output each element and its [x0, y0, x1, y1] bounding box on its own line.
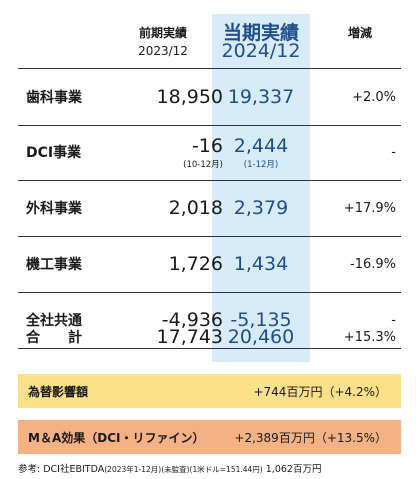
header-cur-period: 2024/12 [221, 40, 301, 62]
ma-effect-bar: M＆A効果（DCI・リファイン） +2,389百万円（+13.5%） [18, 420, 401, 454]
header-cur-label: 当期実績 [222, 22, 299, 44]
cur-value: 1,434 [233, 253, 289, 275]
header-prev-period: 2023/12 [138, 44, 188, 58]
segment-name: 全社共通 [26, 313, 82, 329]
ma-effect-value: +2,389百万円（+13.5%） [234, 430, 387, 445]
table-row-machinery: 機工事業 1,726 1,434 -16.9% [18, 236, 401, 293]
header-prev-label: 前期実績 [138, 26, 187, 40]
segment-name: 歯科事業 [26, 90, 82, 106]
table-row-total: 合 計 17,743 20,460 +15.3% [18, 309, 401, 365]
footnote-detail: (2023年1-12月)(未監査)(1米ドル=151.44円) [104, 465, 263, 474]
prev-value: 18,950 [156, 86, 223, 108]
table-row-surgical: 外科事業 2,018 2,379 +17.9% [18, 180, 401, 237]
fx-impact-label: 為替影響額 [28, 384, 89, 399]
prev-value: 1,726 [168, 253, 223, 275]
header-prev: 前期実績 2023/12 [118, 24, 208, 60]
table-row-dci: DCI事業 -16 (10-12月) 2,444 (1-12月) - [18, 124, 401, 181]
footnote: 参考: DCI社EBITDA(2023年1-12月)(未監査)(1米ドル=151… [18, 461, 321, 475]
cur-value: 20,460 [227, 326, 295, 348]
cur-value: 2,379 [233, 197, 289, 219]
cur-value: 2,444 [233, 134, 289, 157]
fx-impact-bar: 為替影響額 +744百万円（+4.2%） [18, 374, 401, 408]
segment-name: 機工事業 [26, 257, 82, 273]
cur-note: (1-12月) [243, 159, 279, 170]
header-cur: 当期実績 2024/12 [212, 22, 310, 62]
prev-note: (10-12月) [183, 159, 223, 170]
cur-cell: 2,444 (1-12月) [212, 124, 310, 180]
footnote-prefix: 参考: DCI社EBITDA [18, 464, 105, 475]
change-value: - [391, 144, 396, 160]
header-change-label: 増減 [347, 26, 372, 40]
change-value: +17.9% [343, 200, 396, 216]
current-period-highlight [212, 14, 310, 362]
prev-value: -4,936 [161, 309, 223, 331]
segment-name: 合 計 [26, 330, 82, 346]
prev-value: 17,743 [156, 326, 223, 348]
cur-value: 19,337 [227, 86, 295, 108]
prev-value: 2,018 [168, 197, 223, 219]
change-value: - [391, 312, 396, 328]
segment-name: DCI事業 [26, 145, 82, 161]
table-row-dental: 歯科事業 18,950 19,337 +2.0% [18, 68, 401, 126]
change-value: -16.9% [350, 256, 396, 272]
change-value: +15.3% [343, 329, 396, 345]
cur-value: -5,135 [230, 309, 292, 331]
segment-name: 外科事業 [26, 201, 82, 217]
ma-effect-label: M＆A効果（DCI・リファイン） [28, 430, 205, 445]
table-row-corporate: 全社共通 -4,936 -5,135 - [18, 292, 401, 349]
change-value: +2.0% [352, 89, 396, 105]
prev-cell: -16 (10-12月) [118, 124, 223, 180]
prev-value: -16 [191, 134, 223, 157]
fx-impact-value: +744百万円（+4.2%） [253, 384, 387, 399]
footnote-value: 1,062百万円 [265, 464, 322, 475]
header-change: 増減 [320, 24, 400, 42]
